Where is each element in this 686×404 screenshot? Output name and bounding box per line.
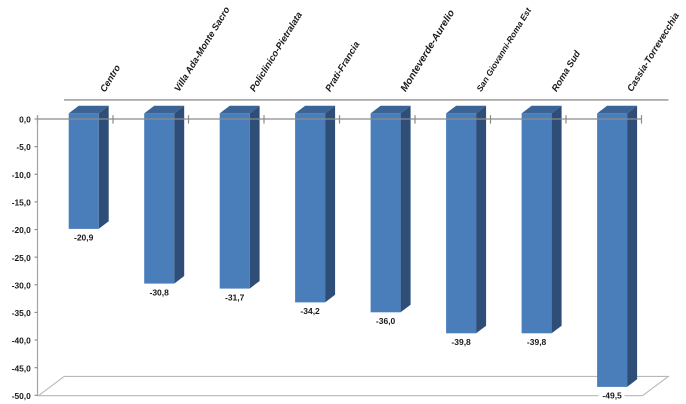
svg-text:-20,9: -20,9 <box>74 233 94 243</box>
svg-text:-34,2: -34,2 <box>300 306 320 316</box>
svg-text:-25,0: -25,0 <box>12 253 31 263</box>
svg-text:-20,0: -20,0 <box>12 225 31 235</box>
svg-text:-39,8: -39,8 <box>451 337 471 347</box>
svg-text:-10,0: -10,0 <box>12 170 31 180</box>
svg-text:-45,0: -45,0 <box>12 363 31 373</box>
svg-text:-49,5: -49,5 <box>602 391 622 401</box>
svg-text:-35,0: -35,0 <box>12 308 31 318</box>
svg-text:-31,7: -31,7 <box>225 292 245 302</box>
svg-text:-36,0: -36,0 <box>376 316 396 326</box>
svg-text:-30,8: -30,8 <box>150 287 170 297</box>
svg-text:-15,0: -15,0 <box>12 197 31 207</box>
svg-text:-50,0: -50,0 <box>12 391 31 401</box>
svg-text:-5,0: -5,0 <box>16 142 31 152</box>
svg-text:-30,0: -30,0 <box>12 280 31 290</box>
svg-text:-39,8: -39,8 <box>527 337 547 347</box>
svg-text:0,0: 0,0 <box>19 115 31 125</box>
svg-text:-40,0: -40,0 <box>12 336 31 346</box>
